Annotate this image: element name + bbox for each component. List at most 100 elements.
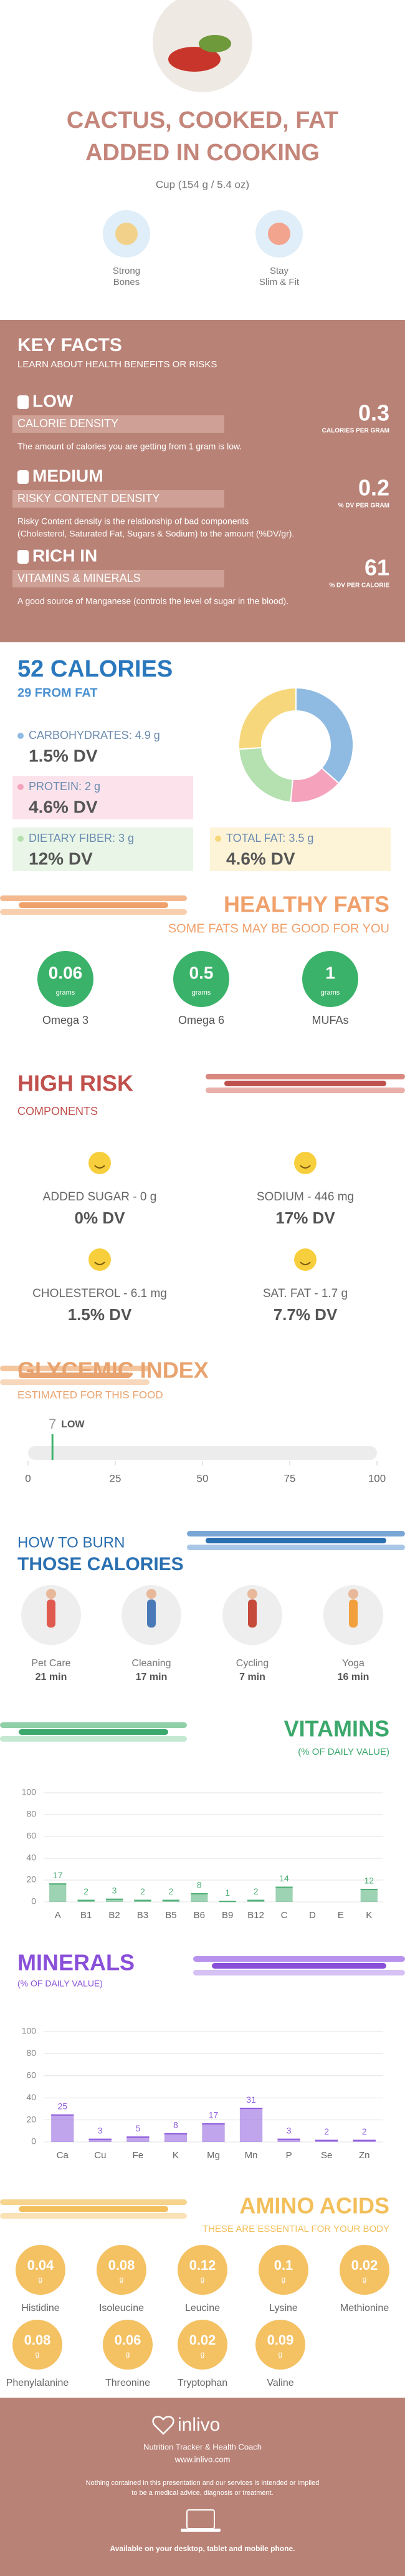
nutrient-dv: 4.6% DV xyxy=(226,849,295,868)
decor-stripe xyxy=(0,1366,150,1371)
data-label: 17 xyxy=(209,2110,219,2120)
amino-badge xyxy=(103,2320,153,2370)
activity-figure xyxy=(47,1599,55,1628)
activity-figure xyxy=(147,1599,156,1628)
fact-level: MEDIUM xyxy=(32,466,103,485)
fact-value: 0.2 xyxy=(358,475,389,501)
x-tick-label: K xyxy=(366,1910,372,1921)
y-tick-label: 0 xyxy=(31,2136,36,2146)
fact-band xyxy=(12,415,224,433)
fact-icon xyxy=(17,470,29,484)
risk-dv: 17% DV xyxy=(275,1208,335,1227)
activity-name: Pet Care xyxy=(31,1658,70,1669)
nutrient-dv: 4.6% DV xyxy=(29,797,98,816)
fact-band xyxy=(12,570,224,587)
activity-name: Cycling xyxy=(236,1658,269,1669)
bar-top xyxy=(191,1893,208,1894)
data-label: 1 xyxy=(225,1888,230,1898)
risk-icon xyxy=(294,1248,317,1271)
bar xyxy=(275,1886,293,1902)
x-tick-label: B6 xyxy=(194,1910,205,1921)
nutrient-label: CARBOHYDRATES: 4.9 g xyxy=(29,729,160,741)
amino-unit: g xyxy=(201,2275,205,2284)
amino-value: 0.08 xyxy=(24,2332,51,2348)
amino-name: Isoleucine xyxy=(99,2303,144,2313)
x-tick-label: Ca xyxy=(57,2150,69,2161)
fat-unit: grams xyxy=(321,989,340,996)
bar xyxy=(49,1883,67,1902)
activity-name: Yoga xyxy=(342,1658,364,1669)
amino-name: Lysine xyxy=(269,2303,298,2313)
data-label: 8 xyxy=(173,2120,178,2130)
activity-name: Cleaning xyxy=(131,1658,171,1669)
decor-stripe xyxy=(206,1088,405,1093)
fact-value: 0.3 xyxy=(358,400,389,426)
fact-unit: CALORIES PER GRAM xyxy=(322,428,389,435)
amino-unit: g xyxy=(120,2275,124,2284)
benefit-icon-detail xyxy=(115,223,138,245)
nutrient-label: PROTEIN: 2 g xyxy=(29,780,100,793)
risk-name: ADDED SUGAR - 0 g xyxy=(43,1190,157,1204)
activity-time: 17 min xyxy=(136,1672,168,1682)
activity-figure xyxy=(247,1589,257,1599)
bar xyxy=(239,2108,263,2142)
section-title: THOSE CALORIES xyxy=(17,1554,184,1575)
fact-description: (Cholesterol, Saturated Fat, Sugars & So… xyxy=(17,529,294,539)
risk-name: CHOLESTEROL - 6.1 mg xyxy=(32,1287,167,1300)
decor-stripe xyxy=(0,1379,150,1385)
amino-value: 0.08 xyxy=(108,2257,135,2273)
section-subtitle: (% OF DAILY VALUE) xyxy=(17,1979,103,1989)
gi-tick-label: 100 xyxy=(368,1472,386,1484)
decor-stripe xyxy=(0,909,187,915)
amino-badge xyxy=(16,2245,65,2295)
risk-dv: 0% DV xyxy=(75,1208,126,1227)
decor-stripe xyxy=(0,1736,187,1742)
decor-stripe xyxy=(187,1531,405,1536)
benefit-label: Stay xyxy=(270,266,289,276)
amino-value: 0.02 xyxy=(351,2257,378,2273)
bar xyxy=(51,2114,74,2142)
bar xyxy=(126,2136,150,2142)
fact-description: Risky Content density is the relationshi… xyxy=(17,516,249,526)
fat-name: MUFAs xyxy=(312,1014,348,1026)
benefit-label: Slim & Fit xyxy=(259,277,300,287)
bar xyxy=(202,2123,225,2142)
bar-top xyxy=(49,1883,67,1885)
fat-badge xyxy=(37,951,93,1007)
amino-value: 0.02 xyxy=(189,2332,216,2348)
nutrient-band xyxy=(210,827,391,871)
y-tick-label: 80 xyxy=(26,2048,36,2058)
data-label: 3 xyxy=(287,2125,292,2135)
bar-top xyxy=(77,1899,95,1901)
donut-segment xyxy=(238,746,293,803)
y-tick-label: 60 xyxy=(26,1831,36,1841)
data-label: 2 xyxy=(168,1886,173,1896)
disclaimer: Nothing contained in this presentation a… xyxy=(86,2479,320,2487)
decor-stripe xyxy=(0,895,187,901)
amino-unit: g xyxy=(363,2275,367,2284)
gi-level: LOW xyxy=(61,1419,85,1430)
data-label: 14 xyxy=(279,1873,289,1883)
fact-level: RICH IN xyxy=(32,546,97,565)
amino-unit: g xyxy=(36,2350,40,2358)
x-tick-label: K xyxy=(173,2150,179,2161)
x-tick-label: Se xyxy=(321,2150,332,2161)
fact-name: RISKY CONTENT DENSITY xyxy=(17,492,160,504)
amino-unit: g xyxy=(282,2275,286,2284)
x-tick-label: B9 xyxy=(222,1910,233,1921)
decor-stripe xyxy=(19,2206,168,2212)
benefit-label: Bones xyxy=(113,277,140,287)
footer-background xyxy=(0,2398,405,2576)
bar-top xyxy=(126,2136,150,2138)
fact-description: A good source of Manganese (controls the… xyxy=(17,596,288,606)
decor-stripe xyxy=(19,1372,131,1378)
x-tick-label: A xyxy=(55,1910,61,1921)
gi-track xyxy=(28,1446,377,1460)
section-title: HIGH RISK xyxy=(17,1071,133,1096)
decor-stripe xyxy=(212,1963,386,1969)
fat-badge xyxy=(173,951,229,1007)
amino-badge xyxy=(255,2320,305,2370)
y-tick-label: 60 xyxy=(26,2070,36,2080)
bar-top xyxy=(105,1898,123,1900)
